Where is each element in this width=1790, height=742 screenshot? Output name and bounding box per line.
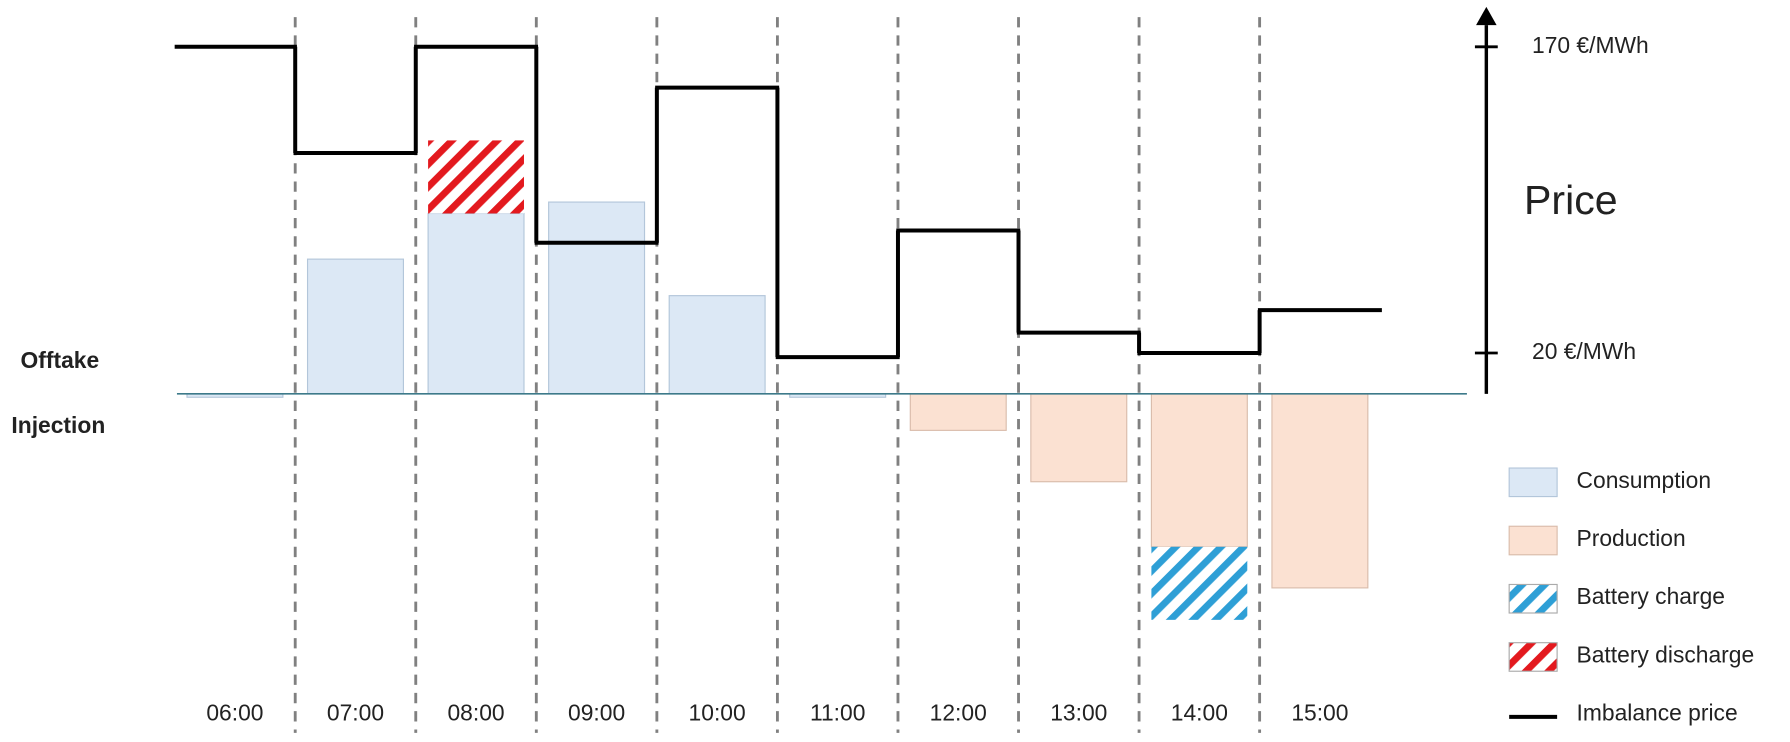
legend-swatch [1508, 583, 1558, 614]
x-tick-label: 11:00 [810, 700, 865, 726]
bar [668, 295, 766, 395]
legend-label: Imbalance price [1577, 700, 1738, 726]
legend-label: Battery charge [1577, 583, 1725, 609]
y2-axis-label: Price [1524, 177, 1618, 223]
x-tick-label: 08:00 [447, 700, 504, 726]
y2-tick-label: 170 €/MWh [1532, 32, 1649, 58]
legend-swatch [1508, 642, 1558, 672]
offtake-label: Offtake [21, 347, 100, 373]
legend-swatch [1508, 467, 1558, 498]
legend-swatch [1508, 525, 1558, 556]
legend-label: Battery discharge [1577, 641, 1755, 667]
x-tick-label: 06:00 [206, 700, 263, 726]
x-tick-label: 13:00 [1050, 700, 1107, 726]
bar [428, 140, 524, 214]
bar [909, 393, 1007, 431]
x-tick-label: 07:00 [327, 700, 384, 726]
y2-tick-label: 20 €/MWh [1532, 338, 1636, 364]
x-tick-label: 15:00 [1291, 700, 1348, 726]
bar [306, 258, 405, 395]
bar [1151, 546, 1248, 620]
x-tick-label: 14:00 [1171, 700, 1228, 726]
bar [548, 201, 646, 395]
bar [1271, 393, 1369, 589]
bar [1150, 393, 1248, 548]
bar [1030, 393, 1128, 483]
x-tick-label: 12:00 [930, 700, 987, 726]
x-tick-label: 10:00 [689, 700, 746, 726]
x-tick-label: 09:00 [568, 700, 625, 726]
y2-axis-arrow [1476, 6, 1497, 26]
injection-label: Injection [11, 412, 105, 438]
legend-label: Production [1577, 525, 1686, 551]
legend-label: Consumption [1577, 467, 1712, 493]
bar [427, 212, 525, 395]
